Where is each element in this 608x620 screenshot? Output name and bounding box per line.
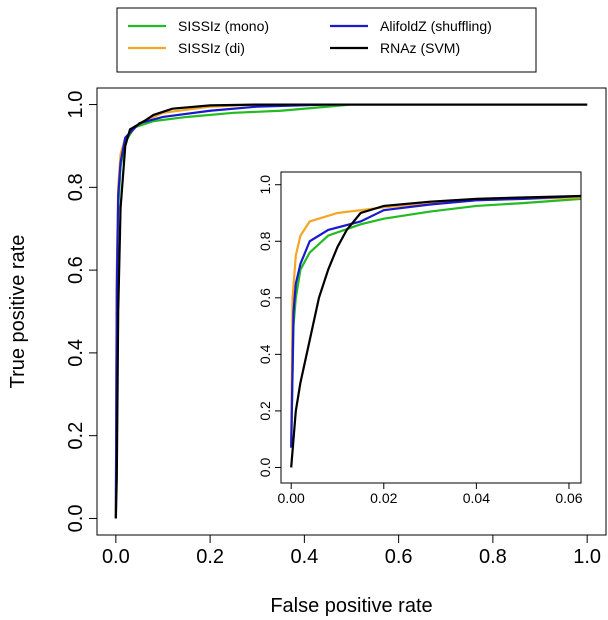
legend-label: AlifoldZ (shuffling) bbox=[380, 18, 492, 34]
legend-label: RNAz (SVM) bbox=[380, 40, 460, 56]
y-tick-label: 0.0 bbox=[65, 505, 87, 533]
legend-label: SISSIz (di) bbox=[178, 40, 245, 56]
y-tick-label: 1.0 bbox=[257, 175, 273, 195]
x-tick-label: 0.00 bbox=[278, 490, 305, 506]
y-tick-label: 0.2 bbox=[65, 422, 87, 450]
x-tick-label: 0.4 bbox=[290, 546, 318, 568]
x-tick-label: 0.6 bbox=[385, 546, 413, 568]
x-tick-label: 1.0 bbox=[573, 546, 601, 568]
x-tick-label: 0.04 bbox=[463, 490, 490, 506]
roc-curve bbox=[290, 194, 582, 448]
y-tick-label: 0.8 bbox=[257, 231, 273, 251]
y-tick-label: 0.6 bbox=[65, 256, 87, 284]
inset-background bbox=[281, 172, 581, 483]
y-tick-label: 1.0 bbox=[65, 91, 87, 119]
legend-label: SISSIz (mono) bbox=[178, 18, 269, 34]
y-tick-label: 0.2 bbox=[257, 401, 273, 421]
y-tick-label: 0.4 bbox=[65, 339, 87, 367]
x-tick-label: 0.0 bbox=[102, 546, 130, 568]
y-tick-label: 0.0 bbox=[257, 458, 273, 478]
roc-curve bbox=[114, 103, 588, 519]
y-tick-label: 0.6 bbox=[257, 288, 273, 308]
x-tick-label: 0.2 bbox=[196, 546, 224, 568]
x-tick-label: 0.02 bbox=[370, 490, 397, 506]
y-axis-title: True positive rate bbox=[7, 235, 29, 389]
legend-box bbox=[116, 7, 537, 73]
y-tick-label: 0.8 bbox=[65, 173, 87, 201]
roc-curve bbox=[290, 197, 582, 448]
x-tick-label: 0.8 bbox=[479, 546, 507, 568]
roc-curve bbox=[290, 194, 582, 468]
x-tick-label: 0.06 bbox=[555, 490, 582, 506]
y-tick-label: 0.4 bbox=[257, 344, 273, 364]
x-axis-title: False positive rate bbox=[270, 595, 432, 617]
